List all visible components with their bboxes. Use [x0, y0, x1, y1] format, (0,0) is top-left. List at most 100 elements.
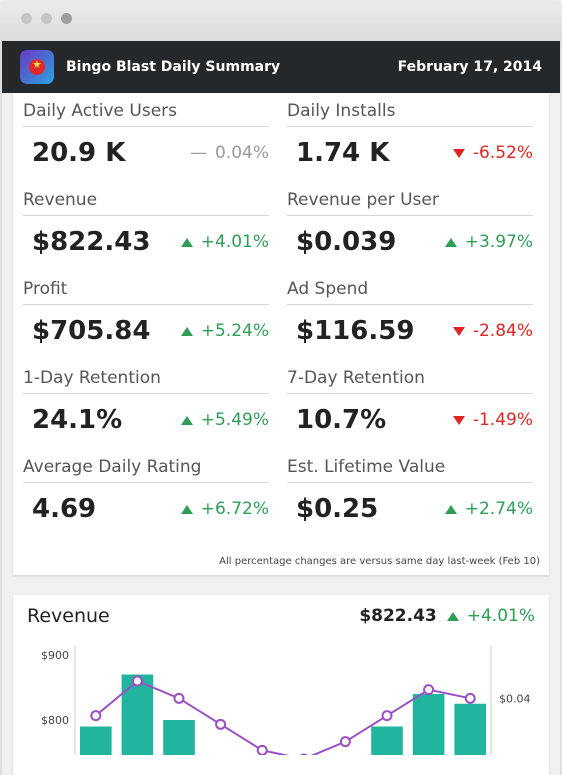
revenue-card-value: $822.43 — [359, 606, 437, 626]
chart-line-point — [215, 718, 227, 730]
metric-row: 4.69 +6.72% — [23, 483, 269, 532]
metric-change: +4.01% — [180, 232, 269, 252]
app-header: ★ Bingo Blast Daily Summary February 17,… — [2, 41, 560, 93]
revenue-card-header: Revenue $822.43 +4.01% — [27, 605, 535, 627]
metric-row: $705.84 +5.24% — [23, 305, 269, 354]
metrics-grid: Daily Active Users 20.9 K — 0.04% Daily Inst… — [23, 101, 533, 532]
metric-cell: Profit $705.84 +5.24% — [23, 279, 269, 354]
metric-change: — 0.04% — [190, 143, 269, 163]
chart-left-tick-label: $900 — [41, 649, 69, 662]
chart-line-point — [131, 675, 143, 687]
metric-change: +6.72% — [180, 499, 269, 519]
metric-row: 20.9 K — 0.04% — [23, 127, 269, 176]
metric-row: 24.1% +5.49% — [23, 394, 269, 443]
bingo-ball-logo-icon: ★ — [20, 50, 54, 84]
metric-value: $822.43 — [32, 227, 151, 257]
report-date: February 17, 2014 — [397, 59, 542, 75]
chart-line-point — [90, 710, 102, 722]
chart-line-point — [423, 684, 435, 696]
chart-line-point — [300, 753, 308, 755]
metric-label: Profit — [23, 279, 269, 305]
metric-cell: Daily Active Users 20.9 K — 0.04% — [23, 101, 269, 176]
chart-bar — [371, 726, 403, 755]
metric-change: +2.74% — [444, 499, 533, 519]
metric-change-value: 0.04% — [214, 143, 269, 163]
metric-cell: Revenue per User $0.039 +3.97% — [287, 190, 533, 265]
metric-change: +3.97% — [444, 232, 533, 252]
metric-change-value: +5.24% — [200, 321, 269, 341]
arrow-up-icon — [180, 326, 193, 336]
metric-label: Revenue — [23, 190, 269, 216]
arrow-down-icon — [452, 326, 465, 336]
metric-change: -2.84% — [452, 321, 533, 341]
arrow-up-icon — [444, 504, 457, 514]
minimize-window-icon[interactable] — [41, 13, 52, 24]
metric-label: Revenue per User — [287, 190, 533, 216]
metric-cell: Daily Installs 1.74 K -6.52% — [287, 101, 533, 176]
arrow-down-icon — [452, 415, 465, 425]
metric-cell: Ad Spend $116.59 -2.84% — [287, 279, 533, 354]
chart-bar — [454, 703, 487, 755]
chart-line-point — [256, 744, 268, 755]
metric-label: 7-Day Retention — [287, 368, 533, 394]
arrow-up-icon — [180, 237, 193, 247]
revenue-card-change: +4.01% — [446, 606, 535, 626]
chart-series-line — [95, 679, 471, 755]
chart-bar — [163, 720, 195, 755]
metric-cell: Est. Lifetime Value $0.25 +2.74% — [287, 457, 533, 532]
chart-line-point — [173, 692, 185, 704]
metric-change-value: -1.49% — [472, 410, 533, 430]
revenue-card-title: Revenue — [27, 605, 110, 627]
revenue-card-change-value: +4.01% — [466, 606, 535, 626]
metric-value: 4.69 — [32, 494, 97, 524]
metric-change: +5.49% — [180, 410, 269, 430]
revenue-card: Revenue $822.43 +4.01% $900 $800 $0.04 — [13, 595, 549, 775]
arrow-up-icon — [446, 611, 459, 621]
chart-left-tick-label: $800 — [41, 714, 69, 727]
metric-row: $116.59 -2.84% — [287, 305, 533, 354]
page-content: ★ Bingo Blast Daily Summary February 17,… — [2, 41, 560, 775]
arrow-up-icon — [180, 415, 193, 425]
chart-line-point — [464, 692, 476, 704]
chart-line-point — [339, 736, 351, 748]
metric-row: 10.7% -1.49% — [287, 394, 533, 443]
metric-cell: Average Daily Rating 4.69 +6.72% — [23, 457, 269, 532]
metric-value: $0.25 — [296, 494, 379, 524]
chart-right-tick-label: $0.04 — [499, 692, 531, 705]
metric-value: $116.59 — [296, 316, 415, 346]
chart-bar — [412, 694, 445, 755]
metric-label: Daily Installs — [287, 101, 533, 127]
metric-change-value: -6.52% — [472, 143, 533, 163]
metric-label: Ad Spend — [287, 279, 533, 305]
metric-change-value: +5.49% — [200, 410, 269, 430]
metric-label: Daily Active Users — [23, 101, 269, 127]
metric-change-value: +6.72% — [200, 499, 269, 519]
metric-change: -6.52% — [452, 143, 533, 163]
page-title: Bingo Blast Daily Summary — [66, 59, 281, 75]
metric-change: -1.49% — [452, 410, 533, 430]
metric-value: 24.1% — [32, 405, 123, 435]
metric-label: Average Daily Rating — [23, 457, 269, 483]
metric-change-value: +4.01% — [200, 232, 269, 252]
metric-row: 1.74 K -6.52% — [287, 127, 533, 176]
metric-value: 20.9 K — [32, 138, 126, 168]
metric-cell: Revenue $822.43 +4.01% — [23, 190, 269, 265]
arrow-down-icon — [452, 148, 465, 158]
metric-label: 1-Day Retention — [23, 368, 269, 394]
window-chrome — [0, 0, 562, 41]
metric-change-value: +3.97% — [464, 232, 533, 252]
metric-row: $0.25 +2.74% — [287, 483, 533, 532]
metric-change: +5.24% — [180, 321, 269, 341]
chart-bar — [79, 726, 112, 755]
metric-row: $822.43 +4.01% — [23, 216, 269, 265]
close-window-icon[interactable] — [21, 13, 32, 24]
metric-value: 1.74 K — [296, 138, 390, 168]
revenue-chart: $900 $800 $0.04 — [41, 645, 531, 755]
metric-change-value: +2.74% — [464, 499, 533, 519]
chart-line-point — [381, 710, 393, 722]
zoom-window-icon[interactable] — [61, 13, 72, 24]
metric-value: $0.039 — [296, 227, 397, 257]
footnote: All percentage changes are versus same d… — [219, 556, 540, 567]
metrics-card: Daily Active Users 20.9 K — 0.04% Daily Inst… — [13, 93, 549, 575]
